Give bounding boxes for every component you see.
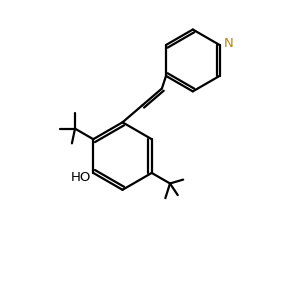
Text: HO: HO <box>70 172 91 185</box>
Text: N: N <box>224 37 233 50</box>
